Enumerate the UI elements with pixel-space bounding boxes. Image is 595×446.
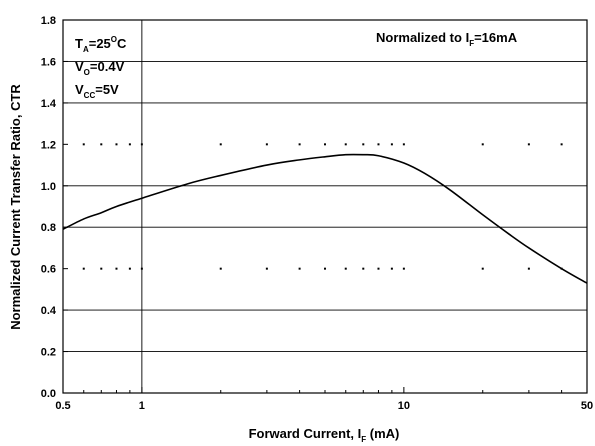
grid-dot xyxy=(362,143,365,146)
y-tick-label: 0.2 xyxy=(41,347,56,359)
y-tick-label: 0.8 xyxy=(41,222,56,234)
ctr-curve xyxy=(62,153,588,284)
grid-dot xyxy=(344,267,347,270)
y-tick-label: 1.0 xyxy=(41,181,56,193)
y-tick-label: 1.4 xyxy=(41,98,57,110)
grid-dot xyxy=(82,267,85,270)
grid-dot xyxy=(402,143,405,146)
annotation-temperature: TA=25OC xyxy=(75,35,127,54)
grid-dot xyxy=(128,143,131,146)
x-tick-label: 50 xyxy=(581,400,593,412)
y-tick-label: 0.0 xyxy=(41,388,56,400)
y-tick-label: 1.6 xyxy=(41,56,56,68)
grid-dot xyxy=(219,143,222,146)
grid-dot xyxy=(140,143,143,146)
minor-grid-dots xyxy=(82,143,563,270)
series-layer xyxy=(62,153,588,284)
grid-dot xyxy=(265,143,268,146)
annotation-vo: VO=0.4V xyxy=(75,59,125,77)
y-tick-label: 1.8 xyxy=(41,15,56,27)
annotation-vcc: VCC=5V xyxy=(75,82,119,100)
grid-dot xyxy=(128,267,131,270)
grid-dot xyxy=(481,267,484,270)
grid-dot xyxy=(344,143,347,146)
y-axis-label: Normalized Current Transfer Ratio, CTR xyxy=(8,84,23,330)
grid-dot xyxy=(377,143,380,146)
grid-dot xyxy=(100,143,103,146)
grid-dot xyxy=(402,267,405,270)
grid-dot xyxy=(377,267,380,270)
y-tick-label: 0.4 xyxy=(41,305,57,317)
grid-dot xyxy=(219,267,222,270)
grid-dot xyxy=(390,267,393,270)
x-axis-label: Forward Current, IF (mA) xyxy=(249,426,400,444)
grid-dot xyxy=(298,267,301,270)
annotation-normalized: Normalized to IF=16mA xyxy=(376,30,518,48)
grid-dot xyxy=(560,143,563,146)
x-tick-label: 1 xyxy=(139,400,145,412)
grid-dot xyxy=(115,267,118,270)
grid-dot xyxy=(265,267,268,270)
grid-dot xyxy=(362,267,365,270)
grid-dot xyxy=(481,143,484,146)
tick-layer: 0.0 0.2 0.4 0.6 0.8 1.0 1.2 1.4 1.6 1.8 0.5 1 10 50 xyxy=(41,15,593,412)
y-tick-label: 1.2 xyxy=(41,139,56,151)
grid-dot xyxy=(82,143,85,146)
grid-dot xyxy=(140,267,143,270)
grid-dot xyxy=(527,143,530,146)
x-tick-label: 10 xyxy=(398,400,410,412)
grid-dot xyxy=(100,267,103,270)
grid-dot xyxy=(324,267,326,270)
grid-layer xyxy=(63,20,587,393)
x-tick-label: 0.5 xyxy=(55,400,70,412)
grid-dot xyxy=(390,143,393,146)
y-tick-label: 0.6 xyxy=(41,264,56,276)
grid-dot xyxy=(115,143,118,146)
grid-dot xyxy=(298,143,301,146)
grid-dot xyxy=(527,267,530,270)
grid-dot xyxy=(324,143,326,146)
